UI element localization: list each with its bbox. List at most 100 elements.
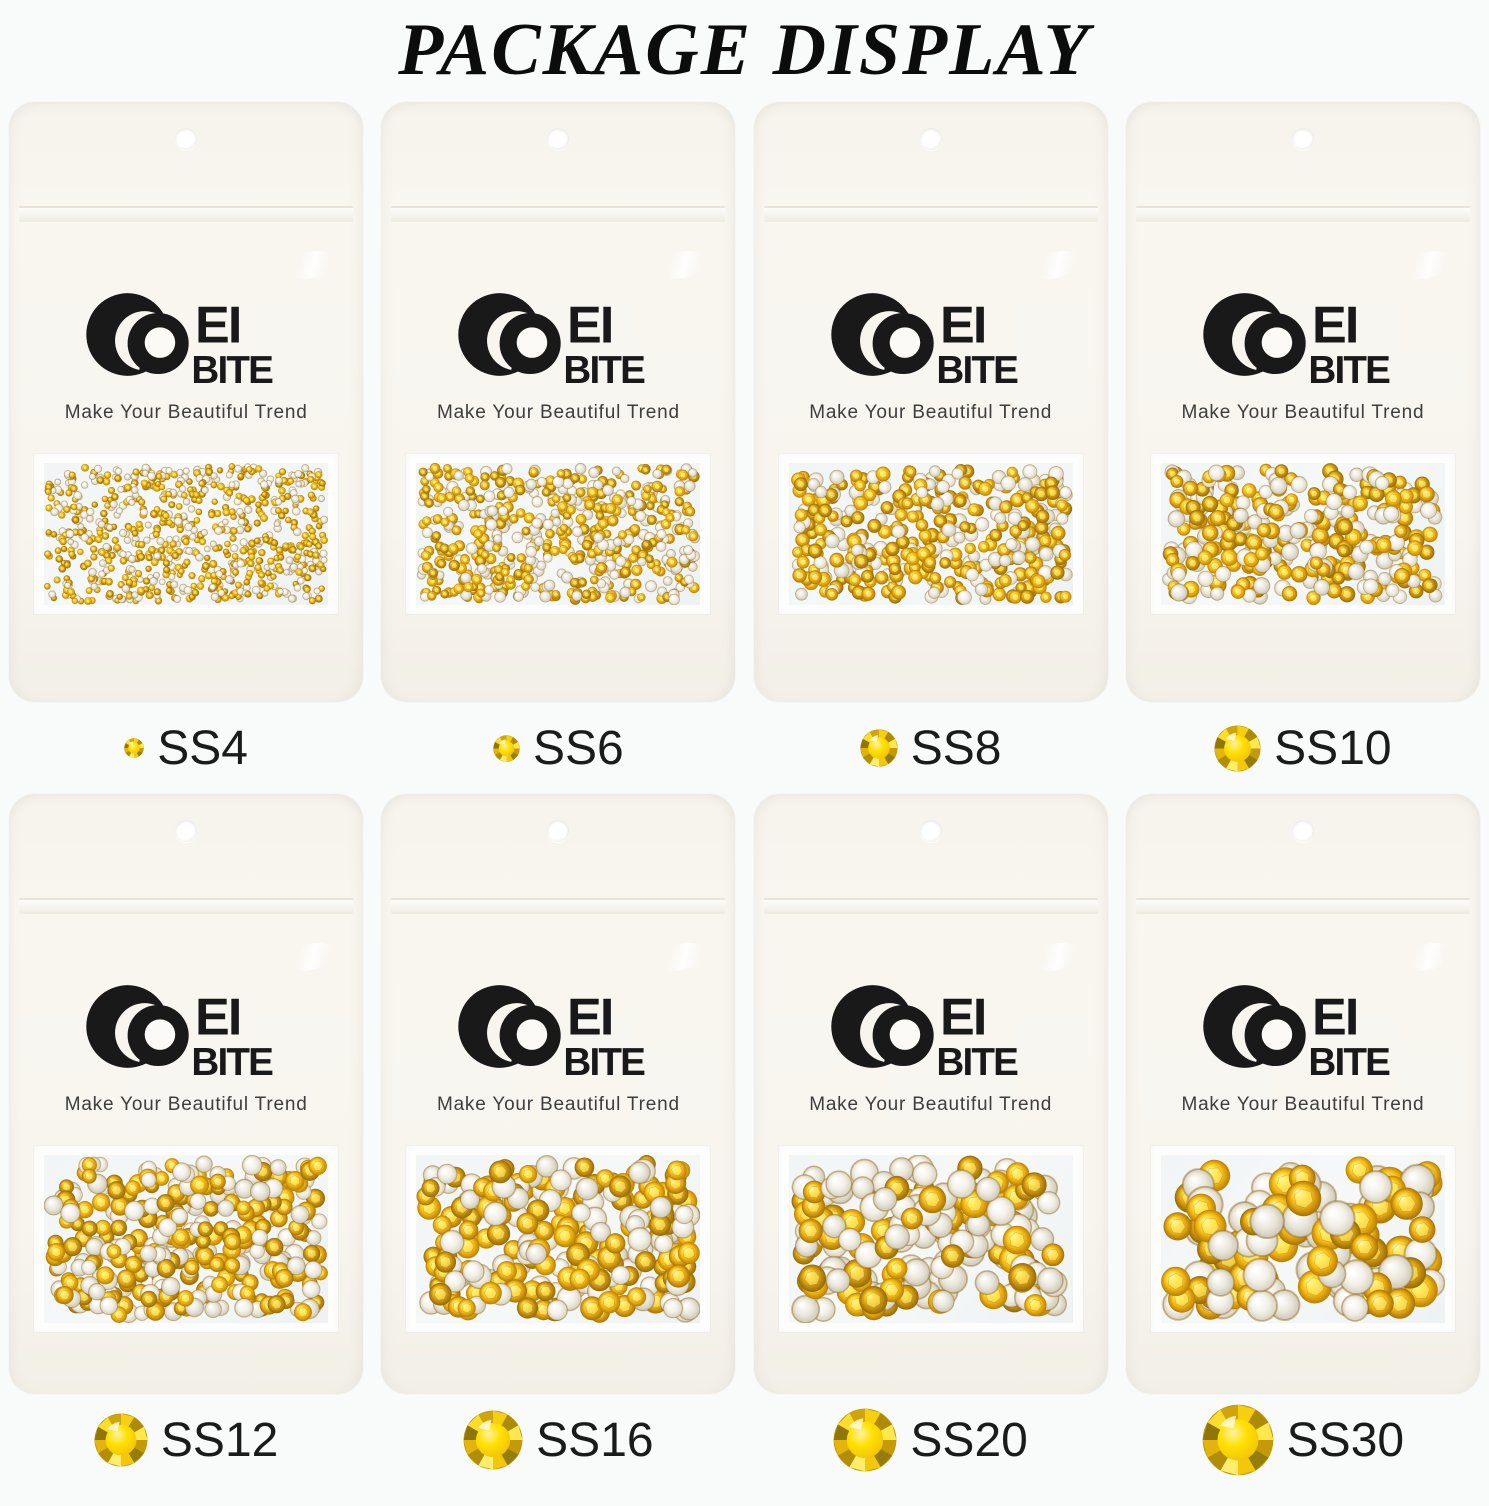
bag-glare [1397, 938, 1456, 976]
rhinestone-window-frame [1150, 454, 1455, 614]
rhinestones-photo [1160, 1155, 1445, 1323]
ziplock-package-bag: EI BITE Make Your Beautiful Trend [753, 102, 1108, 702]
bag-glare [1397, 246, 1456, 284]
rhinestone-window-frame [406, 454, 711, 614]
bag-glare [653, 246, 712, 284]
size-label: SS8 [745, 702, 1117, 794]
package-row-2: EI BITE Make Your Beautiful Trend SS12 [0, 794, 1489, 1486]
hang-hole-icon [547, 820, 570, 842]
rhinestones-photo [44, 463, 329, 605]
size-label: SS4 [0, 702, 372, 794]
gold-rhinestone-icon [493, 734, 520, 762]
brand-logo-oeibite: EI BITE [1203, 985, 1392, 1084]
size-label-text: SS6 [533, 721, 624, 775]
brand-tagline: Make Your Beautiful Trend [64, 402, 308, 423]
brand-tagline: Make Your Beautiful Trend [1181, 1094, 1425, 1115]
size-label-text: SS16 [536, 1413, 654, 1467]
package-display-image: PACKAGE DISPLAY EI BITE Make Your Beauti… [0, 6, 1489, 1486]
hang-hole-icon [175, 820, 198, 842]
svg-text:BITE: BITE [1308, 349, 1390, 392]
gold-rhinestone-icon [834, 1408, 897, 1472]
hang-hole-icon [919, 128, 942, 150]
rhinestones-canvas [416, 1155, 701, 1323]
bag-glare [1025, 938, 1084, 976]
zipper-seal [391, 898, 726, 914]
svg-text:BITE: BITE [564, 1041, 646, 1084]
svg-text:BITE: BITE [936, 1041, 1018, 1084]
rhinestones-photo [416, 1155, 701, 1323]
svg-text:BITE: BITE [1308, 1041, 1390, 1084]
zipper-seal [763, 206, 1098, 222]
size-label: SS10 [1117, 702, 1489, 794]
svg-text:EI: EI [195, 297, 241, 355]
brand-tagline: Make Your Beautiful Trend [64, 1094, 308, 1115]
size-label: SS30 [1117, 1394, 1489, 1486]
ziplock-package-bag: EI BITE Make Your Beautiful Trend [9, 102, 364, 702]
rhinestone-window-frame [34, 1146, 339, 1332]
rhinestones-canvas [788, 1155, 1073, 1323]
ziplock-package-bag: EI BITE Make Your Beautiful Trend [381, 102, 736, 702]
zipper-seal [763, 898, 1098, 914]
svg-text:EI: EI [195, 989, 241, 1047]
svg-text:BITE: BITE [192, 349, 274, 392]
brand-logo-oeibite: EI BITE [86, 985, 275, 1084]
brand-tagline: Make Your Beautiful Trend [809, 402, 1053, 423]
rhinestones-canvas [1160, 1155, 1445, 1323]
package-column: EI BITE Make Your Beautiful Trend SS16 [372, 794, 744, 1486]
svg-text:EI: EI [940, 297, 986, 355]
zipper-seal [19, 898, 354, 914]
zipper-seal [1135, 206, 1470, 222]
gold-rhinestone-icon [94, 1413, 148, 1467]
hang-hole-icon [919, 820, 942, 842]
package-column: EI BITE Make Your Beautiful Trend SS10 [1117, 102, 1489, 794]
rhinestone-window-frame [1150, 1146, 1455, 1332]
page-title: PACKAGE DISPLAY [398, 8, 1091, 91]
hang-hole-icon [547, 128, 570, 150]
brand-logo-oeibite: EI BITE [458, 985, 647, 1084]
package-column: EI BITE Make Your Beautiful Trend SS6 [372, 102, 744, 794]
svg-text:EI: EI [1312, 989, 1358, 1047]
svg-text:BITE: BITE [936, 349, 1018, 392]
brand-tagline: Make Your Beautiful Trend [436, 1094, 680, 1115]
ziplock-package-bag: EI BITE Make Your Beautiful Trend [1125, 102, 1480, 702]
size-label: SS6 [372, 702, 744, 794]
package-row-1: EI BITE Make Your Beautiful Trend SS4 [0, 102, 1489, 794]
size-label: SS16 [372, 1394, 744, 1486]
brand-logo-oeibite: EI BITE [86, 293, 275, 392]
zipper-seal [1135, 898, 1470, 914]
size-label-text: SS20 [910, 1413, 1028, 1467]
rhinestones-photo [416, 463, 701, 605]
svg-text:EI: EI [940, 989, 986, 1047]
ziplock-package-bag: EI BITE Make Your Beautiful Trend [1125, 794, 1480, 1394]
rhinestones-photo [44, 1155, 329, 1323]
package-column: EI BITE Make Your Beautiful Trend SS30 [1117, 794, 1489, 1486]
rhinestone-window-frame [34, 454, 339, 614]
gold-rhinestone-icon [463, 1410, 523, 1470]
rhinestones-photo [788, 1155, 1073, 1323]
rhinestone-window-frame [778, 454, 1083, 614]
ziplock-package-bag: EI BITE Make Your Beautiful Trend [753, 794, 1108, 1394]
size-label-text: SS10 [1274, 721, 1392, 775]
package-column: EI BITE Make Your Beautiful Trend SS8 [745, 102, 1117, 794]
rhinestones-canvas [44, 463, 329, 605]
brand-logo-oeibite: EI BITE [1203, 293, 1392, 392]
package-column: EI BITE Make Your Beautiful Trend SS20 [745, 794, 1117, 1486]
brand-logo-oeibite: EI BITE [830, 293, 1020, 392]
svg-text:BITE: BITE [192, 1041, 274, 1084]
package-column: EI BITE Make Your Beautiful Trend SS12 [0, 794, 372, 1486]
rhinestone-window-frame [406, 1146, 711, 1332]
rhinestones-canvas [416, 463, 701, 605]
rhinestones-canvas [1160, 463, 1445, 605]
size-label-text: SS8 [910, 721, 1002, 775]
gold-rhinestone-icon [1202, 1404, 1273, 1476]
zipper-seal [391, 206, 726, 222]
package-column: EI BITE Make Your Beautiful Trend SS4 [0, 102, 372, 794]
zipper-seal [19, 206, 354, 222]
size-label-text: SS12 [160, 1413, 279, 1467]
rhinestones-photo [788, 463, 1073, 605]
rhinestones-canvas [44, 1155, 329, 1323]
brand-logo-oeibite: EI BITE [830, 985, 1020, 1084]
ziplock-package-bag: EI BITE Make Your Beautiful Trend [381, 794, 736, 1394]
svg-text:BITE: BITE [564, 349, 646, 392]
gold-rhinestone-icon [1214, 724, 1261, 772]
